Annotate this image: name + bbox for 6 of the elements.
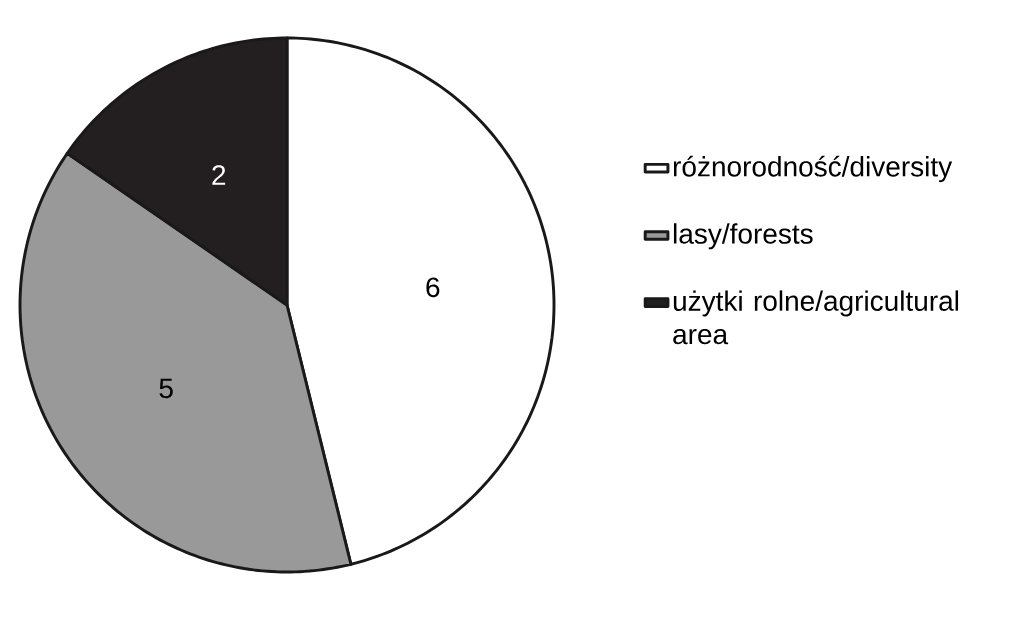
data-label: 2 [212,165,226,185]
data-label: 5 [159,378,173,399]
legend-label: lasy/forests [673,223,813,250]
data-label: 6 [426,277,440,298]
legend-label: różnorodność/diversity [673,155,953,183]
legend-label: użytki rolne/agricultural area [673,290,959,345]
